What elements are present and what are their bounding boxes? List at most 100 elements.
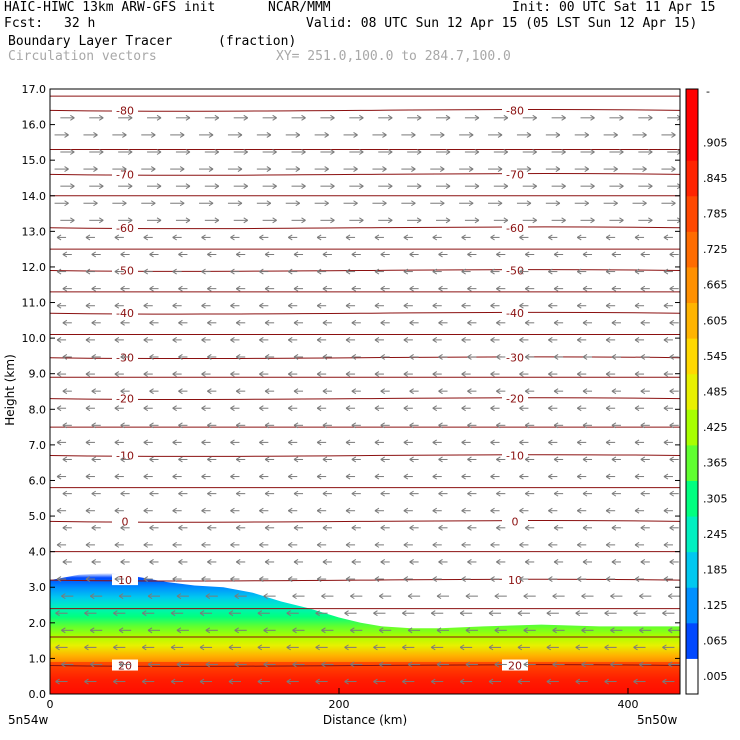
vector-head <box>228 678 234 685</box>
circulation-vector <box>172 507 182 514</box>
colorbar-label: .425 <box>703 421 728 434</box>
circulation-vector <box>143 302 153 309</box>
vector-head <box>676 217 680 224</box>
circulation-vector <box>287 473 298 480</box>
circulation-vector <box>85 371 95 377</box>
vector-head <box>642 166 647 172</box>
circulation-vector <box>464 114 480 121</box>
vector-head <box>230 473 235 480</box>
isotherm-label: -40 <box>506 307 524 320</box>
circulation-vector <box>488 131 503 138</box>
circulation-vector <box>141 200 156 207</box>
circulation-vector <box>403 234 413 241</box>
circulation-vector <box>459 610 473 617</box>
vector-head <box>149 422 154 429</box>
vector-head <box>416 149 422 155</box>
circulation-vector <box>610 661 623 668</box>
circulation-vector <box>605 371 616 377</box>
circulation-vector <box>373 610 386 617</box>
vector-head <box>403 507 409 514</box>
vector-head <box>170 644 176 651</box>
vector-head <box>89 593 95 600</box>
vector-head <box>669 456 674 463</box>
circulation-vector <box>438 456 448 463</box>
vector-head <box>235 354 241 360</box>
circulation-vector <box>496 524 506 531</box>
circulation-vector <box>524 524 535 531</box>
circulation-vector <box>582 524 593 531</box>
vector-head <box>438 251 443 258</box>
circulation-vector <box>286 678 299 685</box>
y-tick-label: 13.0 <box>22 225 47 238</box>
vector-head <box>301 217 306 224</box>
circulation-vector <box>519 576 529 582</box>
circulation-vector <box>461 302 471 309</box>
circulation-vector <box>175 114 191 121</box>
circulation-vector <box>663 576 673 582</box>
circulation-vector <box>322 422 332 429</box>
vector-head <box>345 576 351 582</box>
circulation-vector <box>605 234 616 241</box>
vector-head <box>494 593 500 600</box>
circulation-vector <box>553 524 564 531</box>
vector-head <box>237 166 243 172</box>
circulation-vector <box>178 251 188 258</box>
circulation-vector <box>403 336 413 343</box>
vector-head <box>322 524 328 531</box>
vector-head <box>555 200 561 207</box>
circulation-vector <box>496 319 506 326</box>
circulation-vector <box>634 302 645 309</box>
vector-head <box>610 627 615 634</box>
vector-head <box>374 439 380 446</box>
vector-head <box>467 285 472 292</box>
circulation-vector <box>56 336 67 343</box>
colorbar-label: .125 <box>703 599 728 612</box>
vector-head <box>201 541 206 548</box>
vector-head <box>156 149 162 155</box>
colorbar-label: .065 <box>703 635 728 648</box>
circulation-vector <box>178 559 188 565</box>
vector-head <box>490 576 495 582</box>
circulation-vector <box>490 268 500 275</box>
vector-head <box>640 456 646 463</box>
circulation-vector <box>172 302 182 309</box>
circulation-vector <box>605 405 616 412</box>
circulation-vector <box>438 490 448 497</box>
vector-head <box>85 473 91 480</box>
vector-head <box>407 661 413 668</box>
vector-head <box>604 678 609 685</box>
vector-head <box>114 234 120 241</box>
vector-head <box>519 541 524 548</box>
circulation-vector <box>430 131 445 138</box>
circulation-vector <box>170 131 185 138</box>
vector-head <box>230 371 235 377</box>
vector-head <box>295 200 301 207</box>
circulation-vector <box>432 336 442 343</box>
vector-head <box>640 422 646 429</box>
circulation-vector <box>576 302 587 309</box>
vector-head <box>114 336 120 343</box>
circulation-vector <box>235 422 246 429</box>
isotherm-label: -10 <box>116 450 134 463</box>
vector-head <box>322 559 328 565</box>
circulation-vector <box>147 217 162 224</box>
vector-head <box>403 268 409 275</box>
y-tick-label: 15.0 <box>22 154 47 167</box>
circulation-vector <box>663 336 673 343</box>
circulation-vector <box>516 131 532 138</box>
vector-head <box>98 149 104 155</box>
vector-head <box>553 251 559 258</box>
plot-frame <box>49 88 681 695</box>
circulation-vector <box>259 371 269 377</box>
circulation-vector <box>316 576 327 582</box>
circulation-vector <box>62 285 72 292</box>
circulation-vector <box>490 336 500 343</box>
vector-head <box>374 302 380 309</box>
colorbar-frame <box>685 88 699 695</box>
vector-head <box>149 559 154 565</box>
circulation-vector <box>461 541 471 548</box>
vector-head <box>156 217 162 224</box>
circulation-vector <box>490 371 500 377</box>
circulation-vector <box>322 524 332 531</box>
circulation-vector <box>178 285 188 292</box>
